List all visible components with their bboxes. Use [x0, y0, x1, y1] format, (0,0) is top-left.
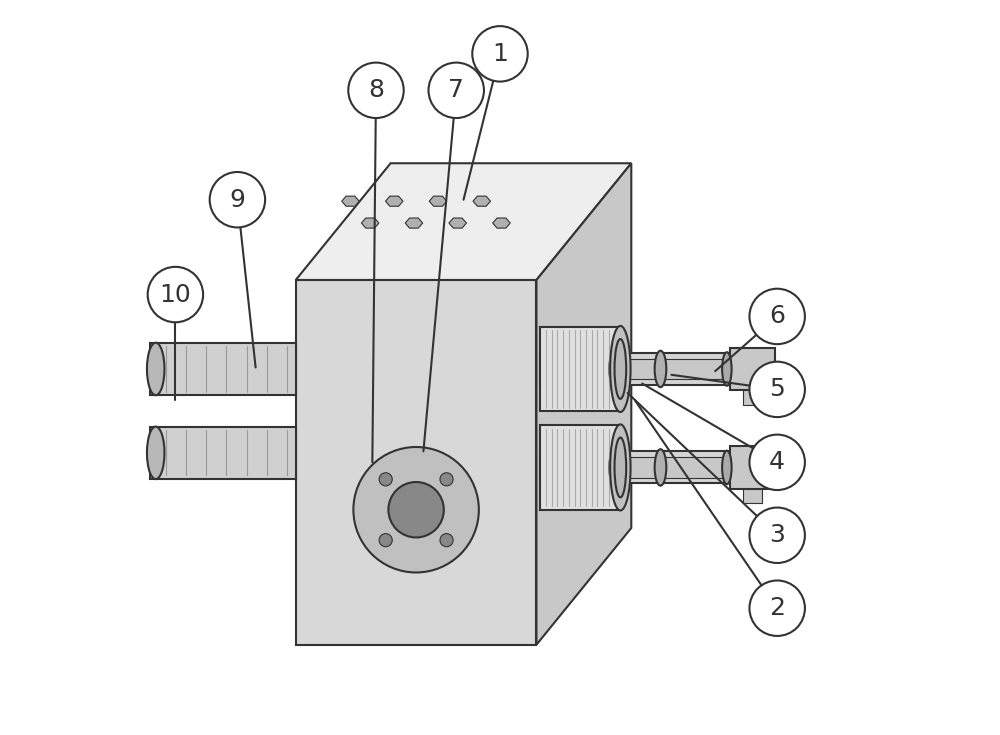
Polygon shape: [296, 163, 631, 280]
Circle shape: [472, 26, 528, 82]
Polygon shape: [150, 343, 296, 395]
Ellipse shape: [610, 326, 631, 412]
Ellipse shape: [722, 352, 732, 386]
Polygon shape: [473, 196, 491, 207]
Circle shape: [148, 267, 203, 322]
Polygon shape: [150, 426, 296, 479]
Polygon shape: [660, 359, 733, 379]
Circle shape: [353, 447, 479, 573]
Circle shape: [429, 62, 484, 118]
Polygon shape: [536, 163, 631, 645]
Polygon shape: [385, 196, 403, 207]
Text: 4: 4: [769, 451, 785, 474]
Polygon shape: [660, 457, 733, 478]
Text: 2: 2: [769, 596, 785, 620]
Text: 10: 10: [160, 282, 191, 306]
Polygon shape: [449, 218, 466, 228]
Text: 9: 9: [229, 187, 245, 212]
Text: 8: 8: [368, 79, 384, 102]
Ellipse shape: [615, 437, 626, 498]
Polygon shape: [540, 451, 733, 484]
Circle shape: [348, 62, 404, 118]
Circle shape: [749, 289, 805, 344]
Polygon shape: [540, 425, 620, 510]
Ellipse shape: [609, 442, 624, 492]
Polygon shape: [743, 489, 762, 503]
Circle shape: [379, 473, 392, 486]
Ellipse shape: [147, 426, 164, 479]
Polygon shape: [730, 348, 775, 390]
Polygon shape: [730, 446, 775, 489]
Text: 7: 7: [448, 79, 464, 102]
Circle shape: [440, 473, 453, 486]
Ellipse shape: [655, 351, 666, 387]
Ellipse shape: [655, 449, 666, 486]
Circle shape: [379, 534, 392, 547]
Polygon shape: [540, 353, 733, 385]
Ellipse shape: [609, 344, 624, 394]
Ellipse shape: [610, 424, 631, 511]
Text: 5: 5: [769, 377, 785, 401]
Circle shape: [388, 482, 444, 537]
Polygon shape: [540, 326, 620, 412]
Polygon shape: [743, 390, 762, 405]
Circle shape: [749, 434, 805, 490]
Circle shape: [210, 172, 265, 227]
Polygon shape: [617, 359, 660, 379]
Polygon shape: [617, 457, 660, 478]
Circle shape: [749, 581, 805, 636]
Ellipse shape: [615, 339, 626, 399]
Polygon shape: [429, 196, 447, 207]
Circle shape: [749, 508, 805, 563]
Text: 1: 1: [492, 42, 508, 66]
Polygon shape: [361, 218, 379, 228]
Circle shape: [749, 362, 805, 417]
Polygon shape: [493, 218, 510, 228]
Polygon shape: [405, 218, 423, 228]
Ellipse shape: [147, 343, 164, 395]
Text: 6: 6: [769, 304, 785, 329]
Polygon shape: [342, 196, 359, 207]
Text: 3: 3: [769, 523, 785, 548]
Circle shape: [440, 534, 453, 547]
Ellipse shape: [722, 451, 732, 484]
Polygon shape: [296, 280, 536, 645]
